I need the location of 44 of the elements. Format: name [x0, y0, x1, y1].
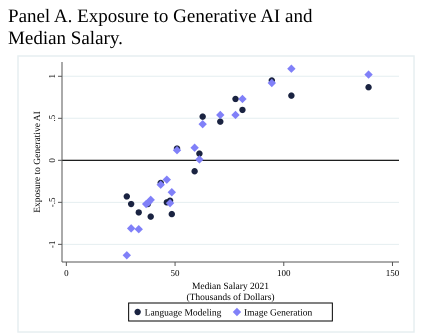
point — [162, 175, 171, 184]
x-tick-label: 50 — [170, 268, 180, 278]
point — [288, 92, 295, 99]
point — [365, 84, 372, 90]
point — [191, 168, 198, 174]
x-axis-title: Median Salary 2021 (Thousands of Dollars) — [186, 282, 275, 303]
point — [166, 198, 174, 208]
x-tick-label: 0 — [64, 268, 70, 278]
point — [199, 113, 206, 120]
y-tick-label: .5 — [47, 114, 57, 122]
point — [148, 213, 154, 220]
point — [232, 96, 239, 102]
point — [168, 210, 175, 218]
chart-title: Panel A. Exposure to Generative AI and Median Salary. — [8, 6, 313, 49]
point — [136, 209, 142, 216]
point — [287, 64, 296, 73]
point — [231, 110, 240, 120]
point — [172, 146, 182, 154]
point — [196, 150, 203, 157]
point — [156, 180, 165, 189]
legend-label: Image Generation — [244, 308, 313, 318]
point — [216, 110, 224, 120]
point — [122, 251, 131, 260]
legend-label: Language Modeling — [144, 308, 222, 318]
point — [238, 94, 247, 104]
point — [198, 120, 207, 128]
point — [268, 78, 276, 88]
point — [239, 106, 246, 114]
point — [217, 118, 224, 125]
y-tick-label: -.5 — [47, 196, 57, 208]
x-tick-label: 150 — [386, 268, 400, 278]
point — [134, 225, 143, 234]
x-tick-label: 100 — [277, 268, 292, 278]
point — [126, 224, 136, 233]
point — [128, 200, 134, 208]
y-tick-label: -1 — [47, 240, 57, 248]
point — [364, 70, 373, 79]
point — [168, 188, 176, 196]
y-axis-title: Exposure to Generative AI — [33, 111, 43, 213]
y-tick-label: 1 — [47, 74, 57, 79]
point — [195, 155, 204, 164]
point — [190, 144, 199, 152]
y-tick-label: 0 — [47, 158, 57, 163]
point — [124, 193, 130, 200]
